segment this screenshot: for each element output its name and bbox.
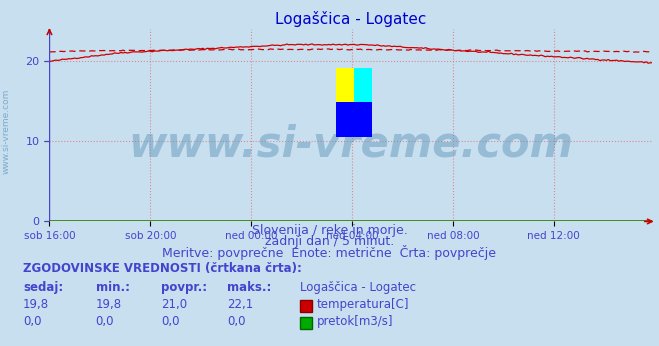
Bar [336,68,354,102]
Text: 22,1: 22,1 [227,298,254,311]
Text: www.si-vreme.com: www.si-vreme.com [129,124,573,166]
Text: povpr.:: povpr.: [161,281,208,294]
Text: min.:: min.: [96,281,130,294]
Text: pretok[m3/s]: pretok[m3/s] [317,315,393,328]
Text: temperatura[C]: temperatura[C] [317,298,409,311]
Text: 19,8: 19,8 [23,298,49,311]
Bar [354,68,372,102]
Text: Logaščica - Logatec: Logaščica - Logatec [300,281,416,294]
Text: Slovenija / reke in morje.: Slovenija / reke in morje. [252,224,407,237]
Text: 0,0: 0,0 [96,315,114,328]
Text: sedaj:: sedaj: [23,281,63,294]
Text: zadnji dan / 5 minut.: zadnji dan / 5 minut. [265,235,394,248]
Title: Logaščica - Logatec: Logaščica - Logatec [275,11,426,27]
Text: Meritve: povprečne  Enote: metrične  Črta: povprečje: Meritve: povprečne Enote: metrične Črta:… [163,245,496,260]
Text: 0,0: 0,0 [227,315,246,328]
Text: 0,0: 0,0 [161,315,180,328]
Text: 19,8: 19,8 [96,298,122,311]
Text: www.si-vreme.com: www.si-vreme.com [2,89,11,174]
Text: 0,0: 0,0 [23,315,42,328]
Bar [336,102,372,137]
Text: ZGODOVINSKE VREDNOSTI (črtkana črta):: ZGODOVINSKE VREDNOSTI (črtkana črta): [23,262,302,275]
Text: maks.:: maks.: [227,281,272,294]
Text: 21,0: 21,0 [161,298,188,311]
